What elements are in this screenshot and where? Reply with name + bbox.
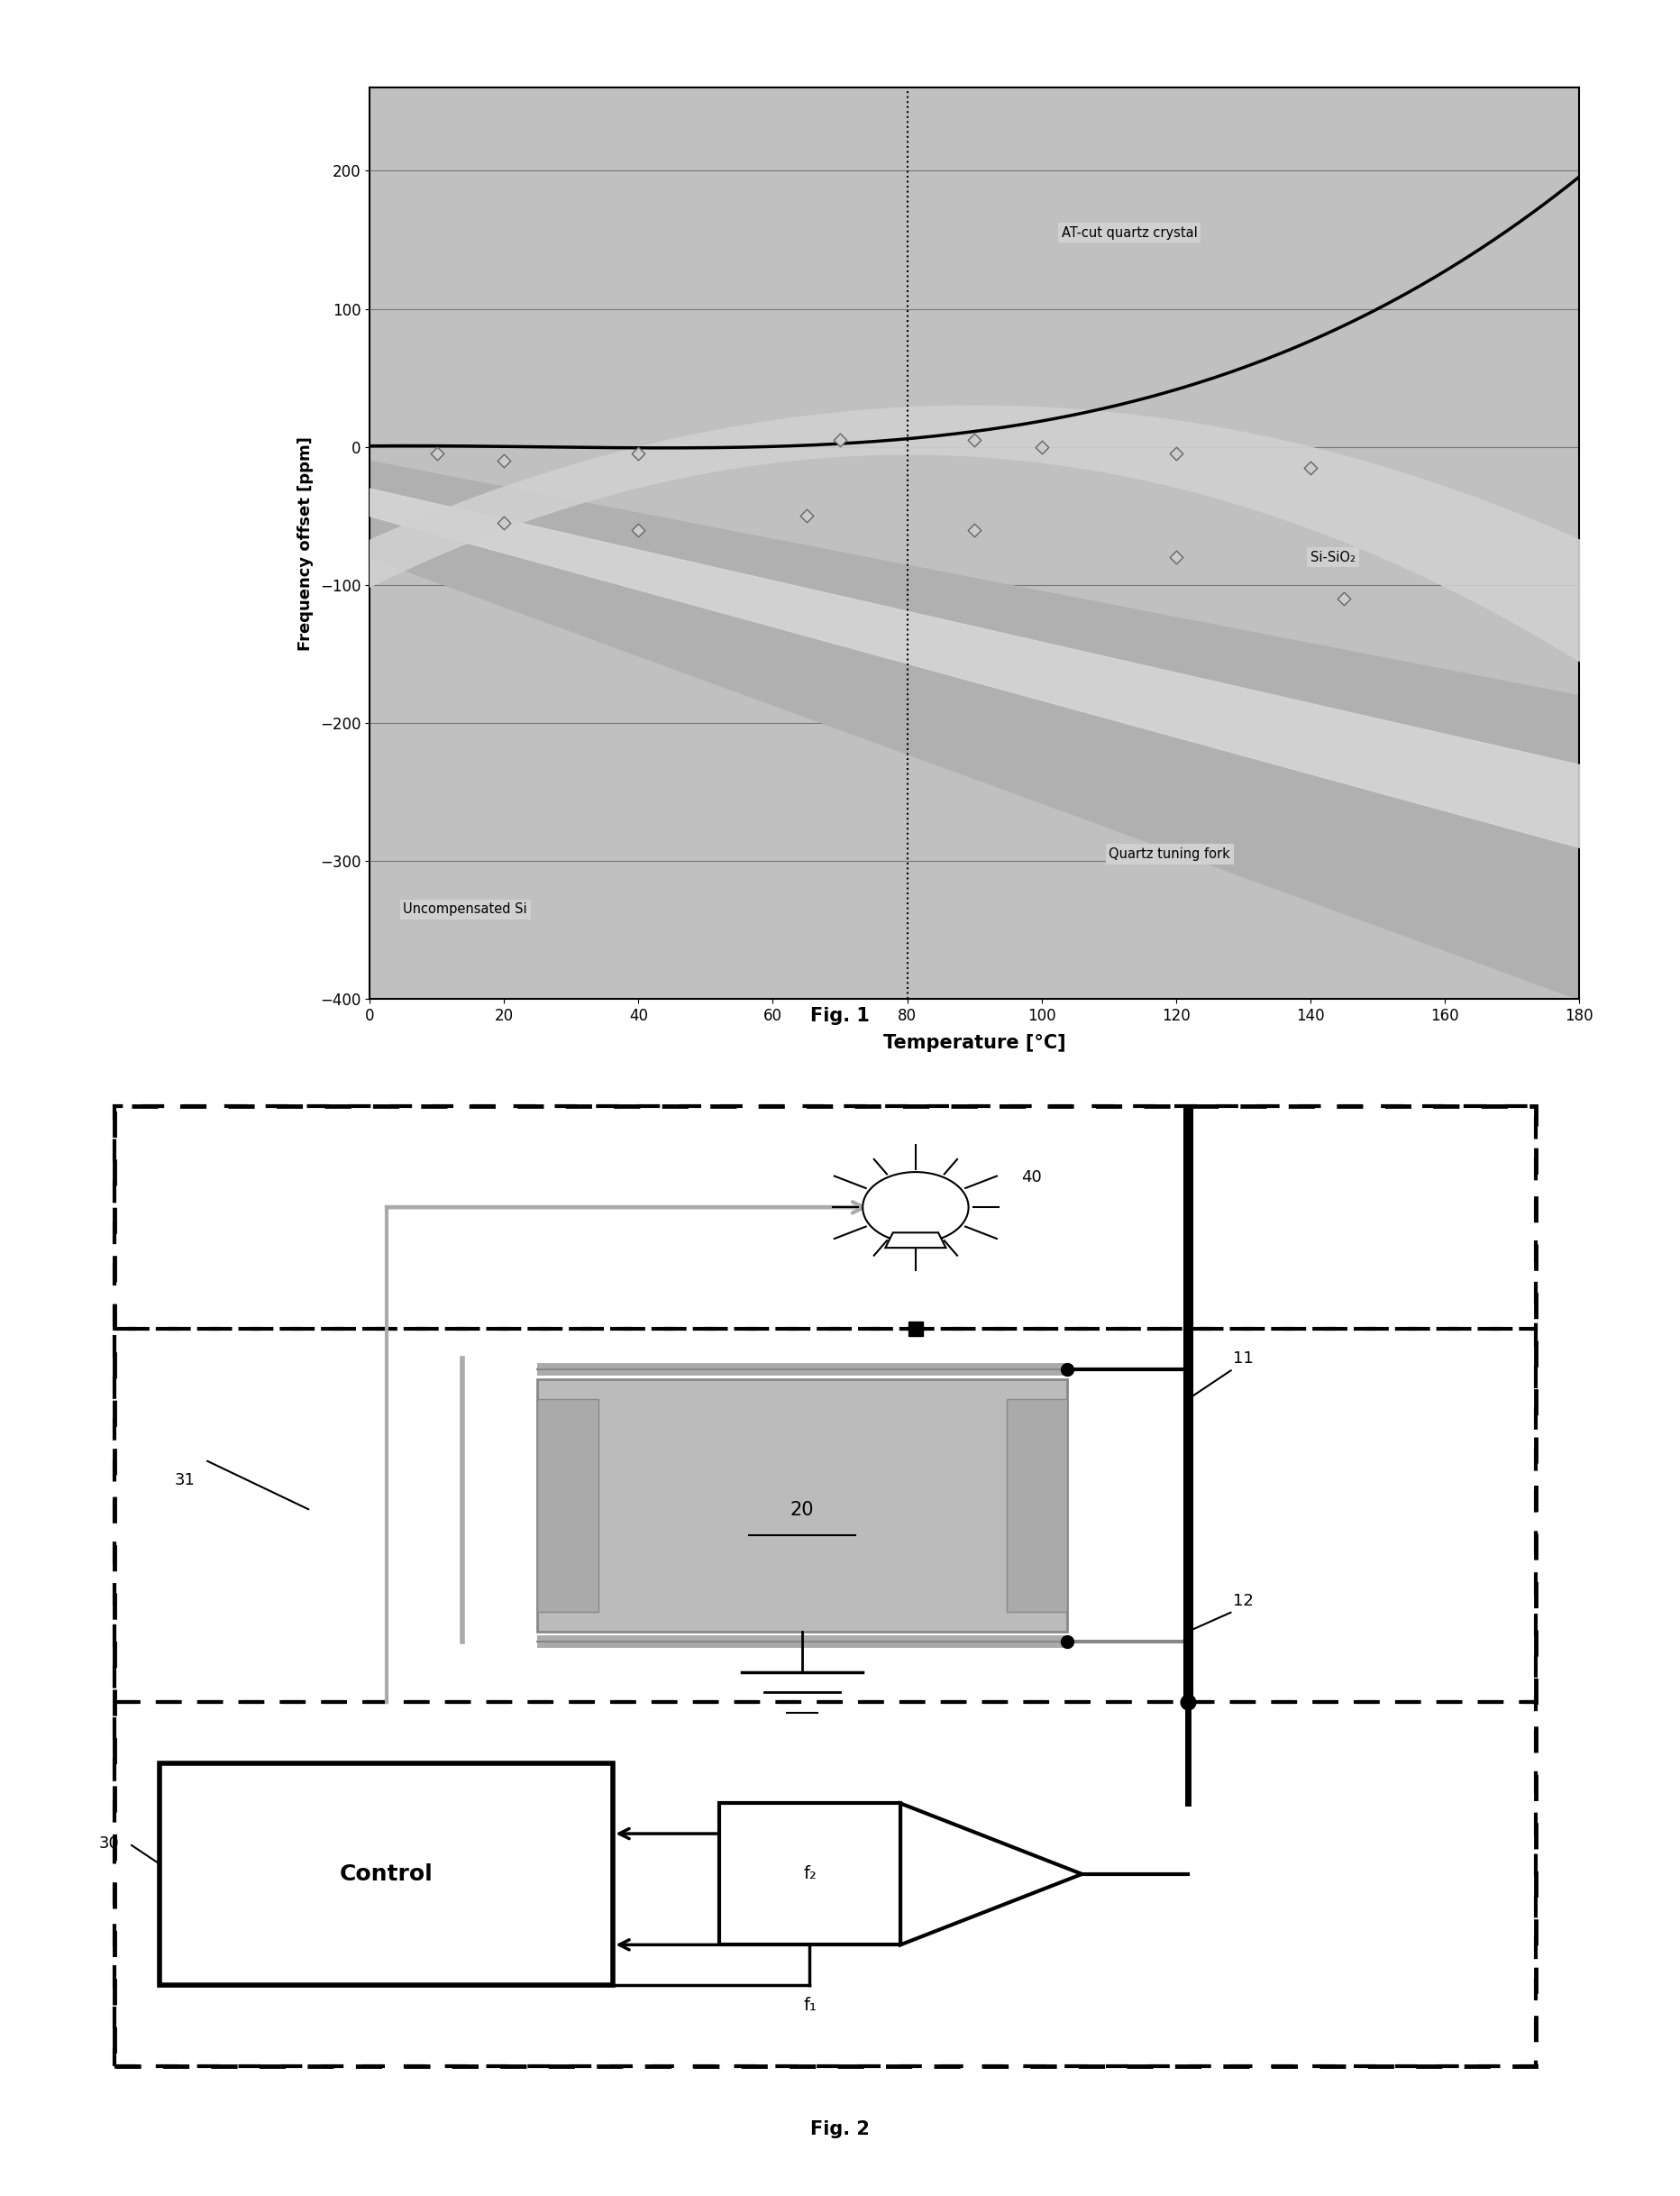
Text: Uncompensated Si: Uncompensated Si — [403, 903, 528, 916]
Text: f₂: f₂ — [803, 1867, 816, 1882]
Polygon shape — [900, 1803, 1082, 1946]
Bar — [1006, 1399, 1067, 1612]
Bar — [114, 1702, 1536, 2066]
Bar — [160, 1763, 613, 1985]
Bar — [114, 1329, 1536, 1702]
Text: 11: 11 — [1233, 1351, 1253, 1366]
Text: f₁: f₁ — [803, 1996, 816, 2014]
Point — [1163, 540, 1189, 575]
Point — [793, 498, 820, 534]
Point — [827, 422, 853, 457]
Text: Si-SiO₂: Si-SiO₂ — [1310, 551, 1356, 564]
Text: Control: Control — [339, 1862, 433, 1884]
Point — [1163, 437, 1189, 472]
Point — [1028, 428, 1055, 463]
Text: 40: 40 — [1021, 1168, 1042, 1186]
Point — [423, 437, 450, 472]
Bar — [538, 1399, 598, 1612]
Point — [491, 505, 517, 540]
Point — [961, 422, 988, 457]
Polygon shape — [885, 1232, 946, 1247]
X-axis label: Temperature [°C]: Temperature [°C] — [884, 1034, 1065, 1052]
Point — [961, 512, 988, 547]
Bar — [538, 1379, 1067, 1632]
Point — [625, 437, 652, 472]
Text: Fig. 1: Fig. 1 — [810, 1006, 870, 1026]
Y-axis label: Frequency offset [ppm]: Frequency offset [ppm] — [297, 437, 314, 650]
Point — [625, 512, 652, 547]
Text: Quartz tuning fork: Quartz tuning fork — [1109, 848, 1230, 861]
Text: 31: 31 — [175, 1471, 195, 1489]
Bar — [719, 1803, 900, 1946]
Text: AT-cut quartz crystal: AT-cut quartz crystal — [1062, 226, 1198, 239]
Text: 12: 12 — [1233, 1594, 1253, 1610]
Bar — [114, 1107, 1536, 1329]
Point — [1331, 582, 1357, 617]
Point — [491, 444, 517, 479]
Text: 30: 30 — [99, 1836, 119, 1851]
Circle shape — [864, 1173, 969, 1243]
Text: Fig. 2: Fig. 2 — [810, 2119, 870, 2139]
Point — [1297, 450, 1324, 485]
Text: 20: 20 — [790, 1502, 815, 1520]
